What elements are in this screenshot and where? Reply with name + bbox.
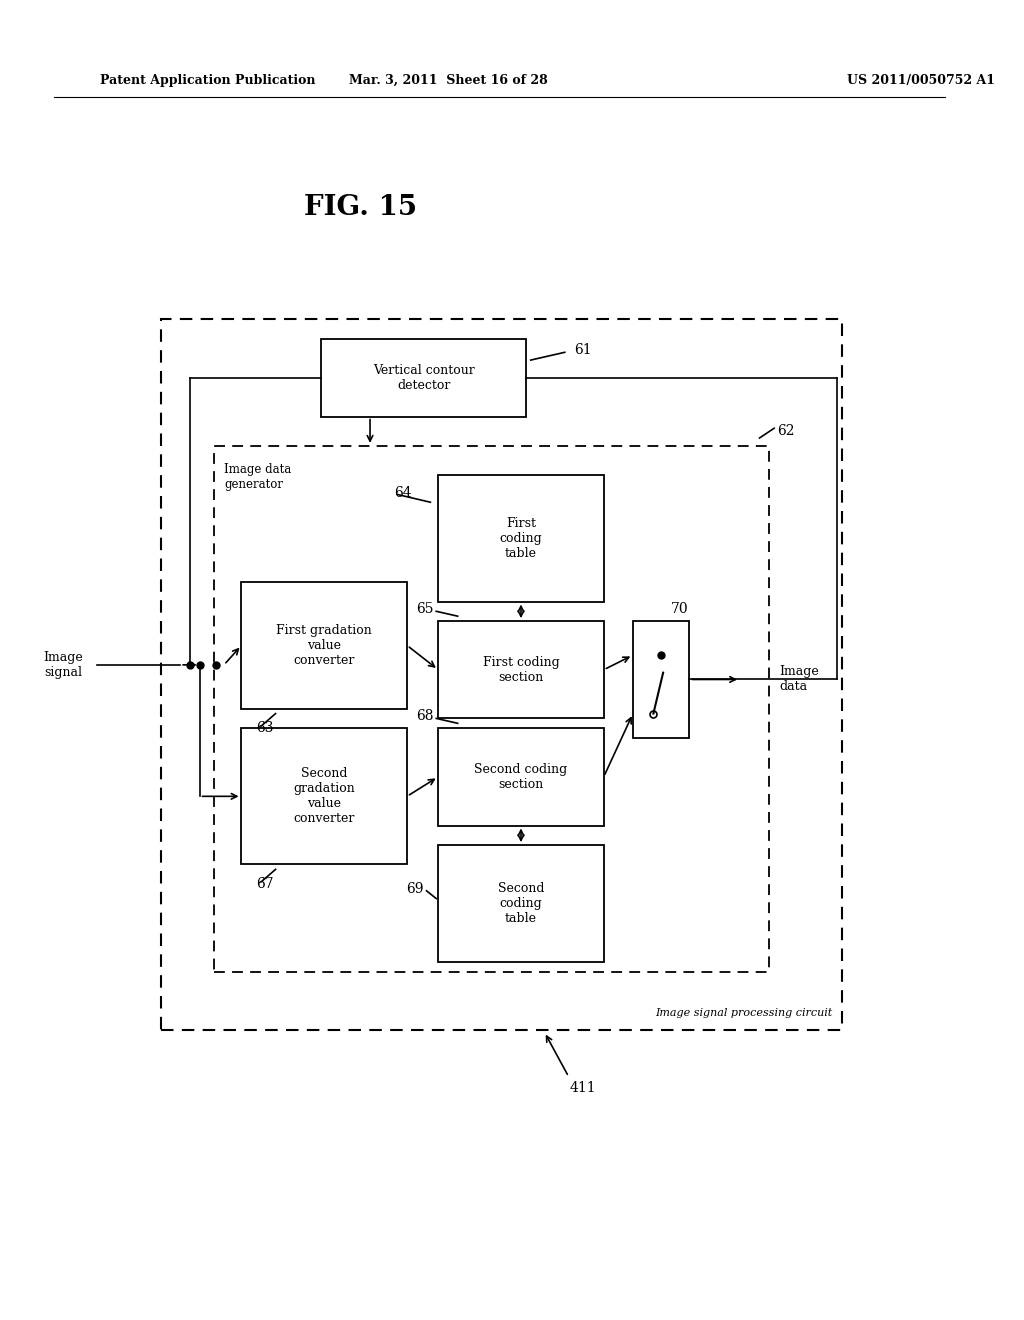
Text: 70: 70 (671, 602, 688, 616)
Text: Second
gradation
value
converter: Second gradation value converter (294, 767, 355, 825)
Text: Image
signal: Image signal (43, 651, 83, 678)
Text: 61: 61 (574, 343, 592, 358)
Text: Image
data: Image data (779, 665, 819, 693)
Bar (242, 582, 407, 709)
Text: Patent Application Publication: Patent Application Publication (100, 74, 315, 87)
Text: 67: 67 (256, 876, 273, 891)
Text: First coding
section: First coding section (482, 656, 559, 684)
Text: FIG. 15: FIG. 15 (304, 194, 417, 220)
Text: Mar. 3, 2011  Sheet 16 of 28: Mar. 3, 2011 Sheet 16 of 28 (348, 74, 547, 87)
Text: 69: 69 (407, 882, 424, 896)
Text: 411: 411 (570, 1081, 597, 1096)
Text: 62: 62 (777, 424, 795, 438)
Text: 68: 68 (416, 709, 433, 723)
Text: US 2011/0050752 A1: US 2011/0050752 A1 (847, 74, 995, 87)
Bar (214, 446, 769, 972)
Bar (438, 729, 604, 825)
Bar (438, 620, 604, 718)
Text: Second coding
section: Second coding section (474, 763, 567, 791)
Text: Image signal processing circuit: Image signal processing circuit (655, 1007, 833, 1018)
Text: Image data
generator: Image data generator (224, 463, 291, 491)
Text: 64: 64 (394, 486, 412, 499)
Text: Vertical contour
detector: Vertical contour detector (373, 363, 474, 392)
Text: 63: 63 (256, 721, 273, 735)
Bar (633, 620, 689, 738)
Bar (322, 339, 526, 417)
Bar (438, 475, 604, 602)
Text: 65: 65 (416, 602, 433, 616)
Text: First
coding
table: First coding table (500, 516, 543, 560)
Bar (438, 845, 604, 962)
Bar (161, 319, 843, 1030)
Bar (242, 729, 407, 865)
Text: Second
coding
table: Second coding table (498, 882, 544, 925)
Text: First gradation
value
converter: First gradation value converter (276, 624, 372, 667)
